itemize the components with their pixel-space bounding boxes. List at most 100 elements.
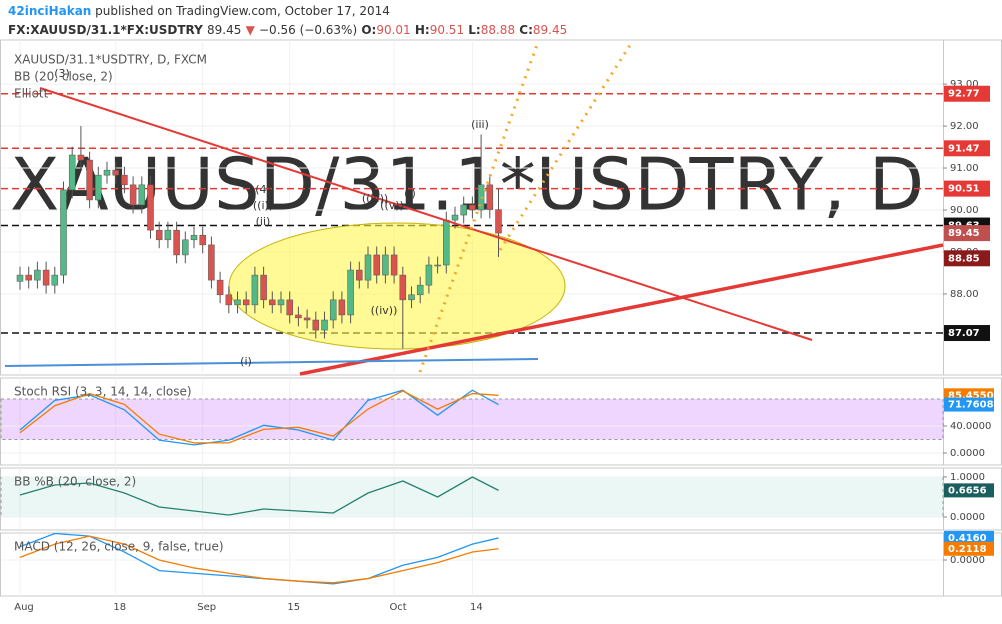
candle-body [399, 274, 407, 301]
candle-body [251, 274, 259, 306]
candle-body [155, 229, 163, 241]
candle-body [329, 299, 337, 321]
c-value: 89.45 [533, 23, 567, 37]
header-line: 42inciHakan published on TradingView.com… [8, 4, 390, 18]
candle-body [416, 284, 424, 296]
symbol: FX:XAUUSD/31.1*FX:USDTRY [8, 23, 203, 37]
h-label: H: [415, 23, 430, 37]
fan-line [498, 41, 634, 251]
candle-body [434, 264, 441, 267]
indicator-title: MACD (12, 26, close, 9, false, true) [14, 540, 224, 554]
indicator-title: BB (20, close, 2) [14, 70, 113, 84]
published: published on TradingView.com, October 17… [95, 4, 390, 18]
candle-body [51, 274, 59, 286]
candle-body [469, 204, 476, 211]
level-box [944, 225, 990, 242]
candle-body [443, 219, 450, 266]
candle-body [16, 274, 24, 282]
candle-body [234, 299, 241, 306]
candle-body [199, 234, 206, 246]
arrow: ▼ [246, 23, 256, 37]
candle-body [129, 184, 137, 206]
level-label: 89.45 [948, 228, 980, 239]
last: 89.45 [207, 23, 241, 37]
candle-body [356, 269, 363, 281]
author[interactable]: 42inciHakan [8, 4, 91, 18]
candle-body [364, 254, 372, 281]
axis-area [943, 467, 1002, 531]
candle-body [77, 154, 85, 161]
y-tick-label: 92.00 [950, 121, 979, 132]
change: −0.56 (−0.63%) [259, 23, 357, 37]
candle-body [312, 319, 320, 331]
indicator-line [19, 476, 499, 516]
y-tick-label: 0.0000 [950, 555, 985, 566]
candle-body [121, 174, 128, 186]
trendline [299, 243, 944, 376]
candle-body [269, 299, 276, 306]
candle-body [60, 189, 67, 276]
indicator-title: BB %B (20, close, 2) [14, 475, 136, 489]
level-label: 90.51 [948, 184, 980, 195]
c-label: C: [519, 23, 533, 37]
ellipse-drawing [228, 222, 566, 350]
candle-body [347, 269, 354, 316]
wave-label: ((iii)) [362, 192, 388, 205]
candle-body [451, 214, 459, 221]
y-tick-label: 0.0000 [950, 512, 985, 523]
band [0, 476, 944, 518]
value-box [944, 483, 994, 498]
value-label: 0.2118 [948, 544, 987, 555]
wave-label: (i) [404, 187, 416, 200]
candle-body [216, 279, 224, 296]
value-label: 71.7608 [948, 400, 994, 411]
candle-body [260, 274, 267, 301]
watermark: XAUUSD/31.1*USDTRY, D [10, 143, 924, 227]
wave-label: (ii) [256, 215, 271, 228]
candle-body [408, 294, 415, 301]
value-label: 0.6656 [948, 485, 987, 496]
candle-body [425, 264, 433, 286]
candle-body [68, 154, 76, 191]
candle-body [138, 184, 146, 206]
level-box [944, 325, 990, 342]
wave-label: (4) [255, 183, 271, 196]
candle-body [25, 274, 32, 281]
x-tick-label: Oct [389, 602, 406, 613]
x-tick-label: Sep [197, 602, 216, 613]
level-box [944, 85, 990, 102]
chart-title: XAUUSD/31.1*USDTRY, D, FXCM [14, 53, 207, 67]
o-label: O: [361, 23, 376, 37]
wave-label: (3) [54, 67, 70, 80]
support-line [4, 358, 539, 367]
level-box [944, 180, 990, 197]
x-tick-label: 18 [113, 602, 126, 613]
x-tick-label: 15 [287, 602, 300, 613]
level-box [944, 140, 990, 157]
indicator-title: Stoch RSI (3, 3, 14, 14, close) [14, 385, 192, 399]
indicator-line [19, 535, 499, 584]
candle-body [321, 319, 328, 331]
candle-body [225, 294, 233, 306]
y-tick-label: 93.00 [950, 79, 979, 90]
indicator-title: Elliott [14, 87, 49, 101]
y-tick-label: 0.0000 [950, 448, 985, 459]
value-box [944, 397, 994, 412]
y-tick-label: 91.00 [950, 163, 979, 174]
h-value: 90.51 [430, 23, 464, 37]
candle-body [486, 184, 494, 210]
wave-label: (iii) [471, 118, 489, 131]
x-tick-label: Aug [14, 602, 34, 613]
y-tick-label: 40.0000 [950, 421, 991, 432]
candle-body [182, 239, 189, 256]
candle-body [495, 209, 502, 234]
candle-body [95, 174, 102, 201]
y-tick-label: 1.0000 [950, 472, 985, 483]
candle-body [373, 254, 380, 276]
wave-label: ((v)) [380, 199, 404, 212]
quote-line: FX:XAUUSD/31.1*FX:USDTRY 89.45 ▼ −0.56 (… [8, 23, 567, 37]
candle-body [338, 299, 346, 316]
candle-body [303, 317, 311, 321]
y-tick-label: 88.00 [950, 289, 979, 300]
